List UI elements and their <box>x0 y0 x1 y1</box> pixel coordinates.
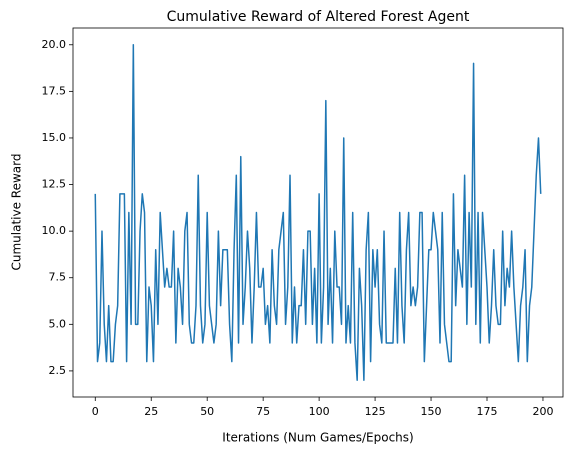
y-tick-label: 15.0 <box>42 131 67 144</box>
x-tick-label: 25 <box>144 405 158 418</box>
x-tick-label: 0 <box>92 405 99 418</box>
x-tick-label: 200 <box>532 405 553 418</box>
y-tick-label: 17.5 <box>42 84 67 97</box>
x-tick-label: 100 <box>309 405 330 418</box>
x-tick-label: 125 <box>365 405 386 418</box>
x-tick-label: 175 <box>477 405 498 418</box>
x-tick-label: 75 <box>256 405 270 418</box>
y-axis-label: Cumulative Reward <box>10 154 24 271</box>
chart-title: Cumulative Reward of Altered Forest Agen… <box>167 9 470 25</box>
plot-frame <box>72 27 564 398</box>
y-tick-label: 2.5 <box>49 364 67 377</box>
x-axis-label: Iterations (Num Games/Epochs) <box>222 431 413 445</box>
y-tick-label: 7.5 <box>49 271 67 284</box>
y-tick-label: 10.0 <box>42 224 67 237</box>
x-tick-label: 150 <box>421 405 442 418</box>
series-line <box>94 44 542 381</box>
y-tick-label: 12.5 <box>42 178 67 191</box>
y-tick-label: 20.0 <box>42 38 67 51</box>
y-tick-label: 5.0 <box>49 317 67 330</box>
x-tick-label: 50 <box>200 405 214 418</box>
